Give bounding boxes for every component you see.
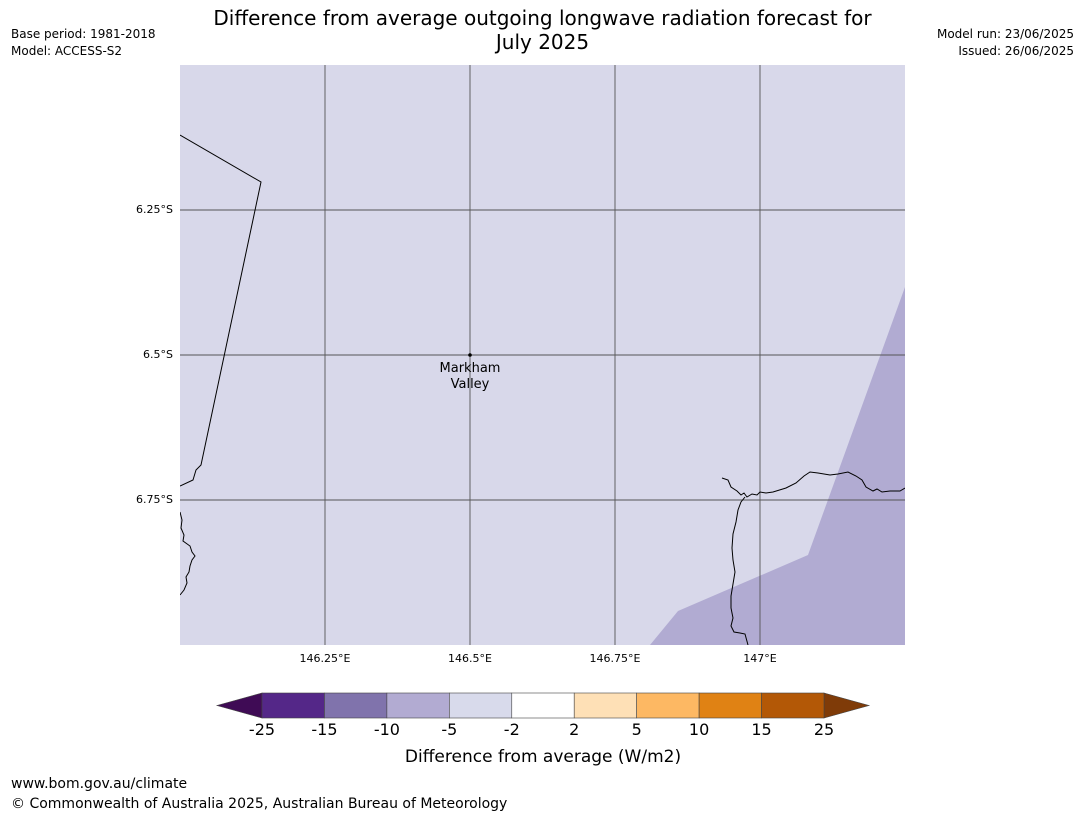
lat-label-6-5: 6.5°S	[143, 348, 173, 361]
coastline-huon-gulf	[721, 471, 905, 498]
base-period-text: Base period: 1981-2018	[11, 27, 156, 41]
model-text: Model: ACCESS-S2	[11, 44, 123, 58]
colorbar-tick-label: -10	[374, 720, 400, 739]
colorbar-tick-label: 5	[632, 720, 642, 739]
footer-url: www.bom.gov.au/climate	[11, 776, 188, 792]
place-label-line-1: Markham	[440, 361, 501, 376]
anomaly-band-minus10-to-minus5	[650, 287, 905, 645]
colorbar-tick-label: -15	[311, 720, 337, 739]
colorbar-tick-labels: -25 -15 -10 -5 -2 2 5 10 15 25	[249, 720, 834, 739]
issued-text: Issued: 26/06/2025	[958, 44, 1074, 58]
colorbar-bin	[511, 692, 575, 719]
footer-copyright: © Commonwealth of Australia 2025, Austra…	[11, 796, 508, 812]
map-title: Difference from average outgoing longwav…	[0, 6, 1085, 54]
colorbar-bin	[324, 692, 388, 719]
colorbar-tick-label: -5	[441, 720, 457, 739]
colorbar-tick-label: 25	[814, 720, 834, 739]
colorbar-bin	[261, 692, 325, 719]
longitude-labels: 146.25°E 146.5°E 146.75°E 147°E	[300, 652, 777, 665]
colorbar-bin	[386, 692, 450, 719]
colorbar-extend-low	[215, 692, 263, 719]
markham-valley-marker	[468, 353, 472, 357]
corner-info-left: Base period: 1981-2018 Model: ACCESS-S2	[11, 26, 156, 60]
colorbar-extend-high	[823, 692, 871, 719]
map-title-line-1: Difference from average outgoing longwav…	[213, 6, 872, 30]
coastline-southwest	[180, 511, 196, 596]
colorbar-tick-label: 2	[569, 720, 579, 739]
coastlines-and-borders	[180, 134, 905, 645]
colorbar-bin	[449, 692, 513, 719]
colorbar-legend: -25 -15 -10 -5 -2 2 5 10 15 25 Difference from av…	[215, 692, 871, 767]
corner-info-right: Model run: 23/06/2025 Issued: 26/06/2025	[937, 26, 1074, 60]
colorbar-tick-label: 15	[751, 720, 771, 739]
lon-label-146-25: 146.25°E	[300, 652, 351, 665]
colorbar-bin	[761, 692, 825, 719]
colorbar-bins	[261, 692, 825, 719]
colorbar-tick-label: 10	[689, 720, 709, 739]
map-panel: Markham Valley	[180, 65, 905, 645]
lat-label-6-25: 6.25°S	[136, 203, 173, 216]
lon-label-146-75: 146.75°E	[590, 652, 641, 665]
colorbar-tick-label: -2	[504, 720, 520, 739]
lon-label-147: 147°E	[743, 652, 776, 665]
colorbar-bin	[698, 692, 762, 719]
model-run-text: Model run: 23/06/2025	[936, 27, 1074, 41]
colorbar-tick-label: -25	[249, 720, 275, 739]
colorbar-bin	[636, 692, 700, 719]
province-border-west	[180, 134, 262, 487]
colorbar-bin	[573, 692, 637, 719]
latitude-labels: 6.25°S 6.5°S 6.75°S	[136, 203, 173, 506]
colorbar-title: Difference from average (W/m2)	[405, 747, 681, 767]
place-label-line-2: Valley	[451, 377, 490, 392]
river-markham	[730, 496, 749, 645]
lat-label-6-75: 6.75°S	[136, 493, 173, 506]
map-title-line-2: July 2025	[495, 30, 590, 54]
lon-label-146-5: 146.5°E	[448, 652, 492, 665]
